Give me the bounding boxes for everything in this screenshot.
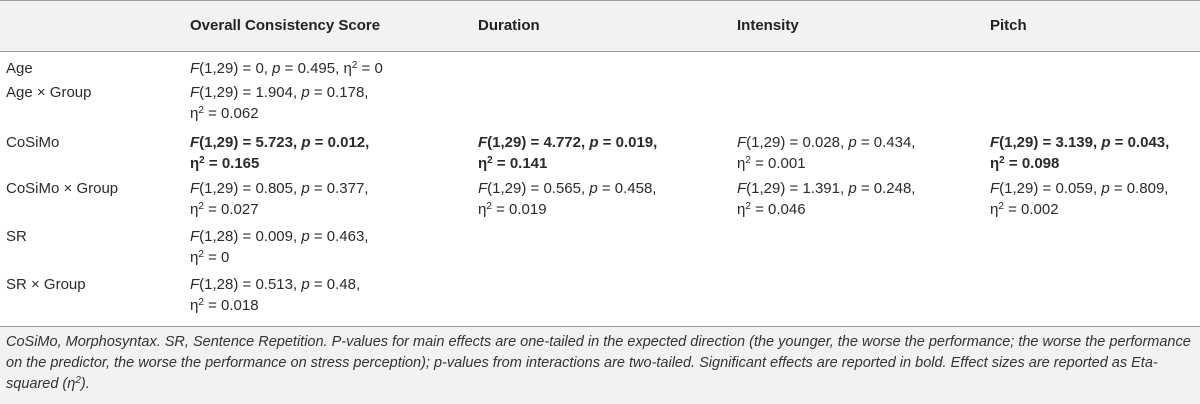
cell-overall: F(1,29) = 1.904, p = 0.178, η2 = 0.062 — [190, 84, 369, 122]
table-row: CoSiMo F(1,29) = 5.723, p = 0.012, η2 = 0… — [0, 124, 1200, 174]
row-label: CoSiMo — [6, 134, 60, 151]
table-row: CoSiMo × Group F(1,29) = 0.805, p = 0.37… — [0, 174, 1200, 224]
row-label: SR — [6, 228, 27, 245]
table-header: Overall Consistency Score Duration Inten… — [0, 0, 1200, 52]
results-table: Overall Consistency Score Duration Inten… — [0, 0, 1200, 320]
cell-intensity: F(1,29) = 1.391, p = 0.248, η2 = 0.046 — [737, 180, 916, 218]
cell-intensity: F(1,29) = 0.028, p = 0.434, η2 = 0.001 — [737, 134, 916, 172]
cell-pitch: F(1,29) = 0.059, p = 0.809, η2 = 0.002 — [990, 180, 1169, 218]
cell-overall: F(1,29) = 0, p = 0.495, η2 = 0 — [190, 60, 383, 77]
row-label: CoSiMo × Group — [6, 180, 119, 197]
table-bottom-rule — [0, 326, 1200, 327]
cell-overall: F(1,29) = 5.723, p = 0.012, η2 = 0.165 — [190, 134, 370, 172]
header-intensity: Intensity — [737, 17, 799, 34]
cell-overall: F(1,28) = 0.009, p = 0.463, η2 = 0 — [190, 228, 369, 266]
cell-duration: F(1,29) = 0.565, p = 0.458, η2 = 0.019 — [478, 180, 657, 218]
header-overall-consistency: Overall Consistency Score — [190, 17, 381, 34]
cell-overall: F(1,28) = 0.513, p = 0.48, η2 = 0.018 — [190, 276, 361, 314]
row-label: Age × Group — [6, 84, 92, 101]
table-row: Age × Group F(1,29) = 1.904, p = 0.178, η… — [0, 80, 1200, 124]
cell-duration: F(1,29) = 4.772, p = 0.019, η2 = 0.141 — [478, 134, 658, 172]
table-row: SR × Group F(1,28) = 0.513, p = 0.48, η2 … — [0, 272, 1200, 320]
row-label: SR × Group — [6, 276, 86, 293]
table-row: Age F(1,29) = 0, p = 0.495, η2 = 0 — [0, 52, 1200, 80]
cell-overall: F(1,29) = 0.805, p = 0.377, η2 = 0.027 — [190, 180, 369, 218]
table-row: SR F(1,28) = 0.009, p = 0.463, η2 = 0 — [0, 224, 1200, 272]
header-pitch: Pitch — [990, 17, 1027, 34]
cell-pitch: F(1,29) = 3.139, p = 0.043, η2 = 0.098 — [990, 134, 1170, 172]
row-label: Age — [6, 60, 33, 77]
table-footnote: CoSiMo, Morphosyntax. SR, Sentence Repet… — [6, 332, 1194, 395]
header-duration: Duration — [478, 17, 540, 34]
